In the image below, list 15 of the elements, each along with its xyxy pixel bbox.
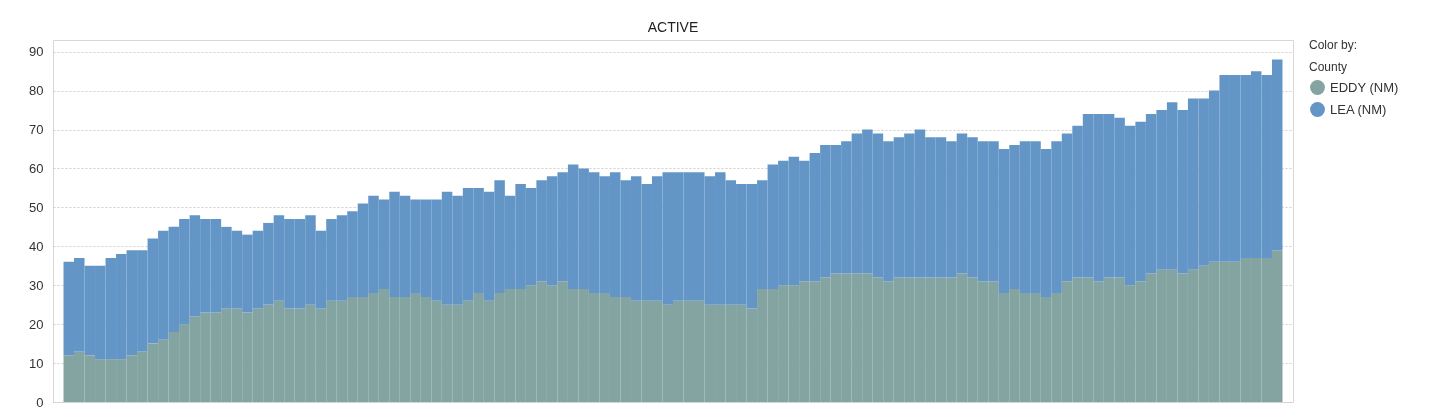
y-tick-label: 40 [29, 238, 44, 254]
y-tick-label: 80 [29, 83, 44, 99]
legend-title: Color by: [1309, 38, 1358, 52]
chart-title: ACTIVE [647, 19, 699, 35]
y-tick-label: 0 [36, 394, 44, 409]
y-tick-label: 70 [29, 122, 44, 138]
y-tick-label: 60 [29, 160, 44, 176]
y-tick-label: 90 [29, 44, 44, 60]
legend-label: LEA (NM) [1330, 101, 1387, 117]
y-tick-label: 30 [29, 277, 44, 293]
y-tick-label: 10 [29, 355, 44, 371]
y-tick-label: 20 [29, 316, 44, 332]
y-tick-label: 50 [29, 199, 44, 215]
text: County [1309, 60, 1348, 74]
legend-label: EDDY (NM) [1330, 79, 1399, 95]
